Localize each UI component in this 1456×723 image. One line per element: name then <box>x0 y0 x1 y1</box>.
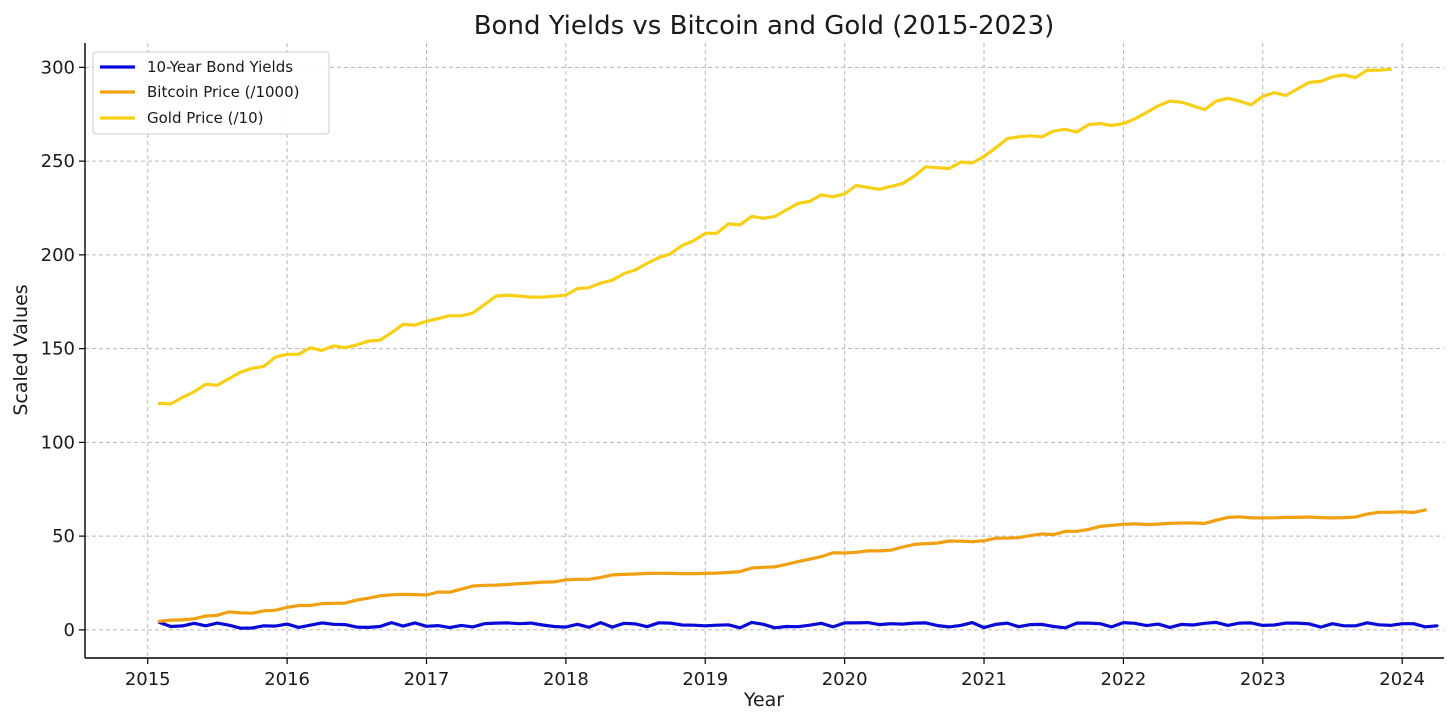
x-axis-ticks: 2015 2016 2017 2018 2019 2020 2021 2022 2023 2024 <box>125 658 1425 690</box>
x-tick-label: 2015 <box>125 669 171 690</box>
legend-label-bitcoin: Bitcoin Price (/1000) <box>147 83 300 101</box>
y-tick-label: 150 <box>41 339 75 360</box>
bond-yields-line <box>157 620 1439 630</box>
axes-spines <box>84 43 1444 659</box>
x-tick-label: 2017 <box>404 669 450 690</box>
y-tick-label: 100 <box>41 432 75 453</box>
y-tick-label: 0 <box>64 620 75 641</box>
legend-item-bitcoin: Bitcoin Price (/1000) <box>100 83 300 101</box>
gold-price-line <box>157 67 1393 406</box>
y-tick-label: 250 <box>41 151 75 172</box>
x-tick-label: 2018 <box>543 669 589 690</box>
x-tick-label: 2024 <box>1379 669 1425 690</box>
y-axis-label: Scaled Values <box>10 284 32 415</box>
y-axis-ticks: 0 50 100 150 200 250 300 <box>41 57 85 641</box>
x-axis-label: Year <box>743 689 784 711</box>
legend-label-gold: Gold Price (/10) <box>147 109 263 127</box>
x-tick-label: 2022 <box>1101 669 1147 690</box>
x-tick-label: 2023 <box>1240 669 1286 690</box>
x-tick-label: 2016 <box>264 669 310 690</box>
y-tick-label: 300 <box>41 57 75 78</box>
series-group <box>157 67 1439 630</box>
chart-title: Bond Yields vs Bitcoin and Gold (2015-20… <box>474 11 1055 41</box>
legend-item-bond-yields: 10-Year Bond Yields <box>100 58 293 76</box>
legend: 10-Year Bond Yields Bitcoin Price (/1000… <box>92 51 330 135</box>
legend-item-gold: Gold Price (/10) <box>100 109 263 127</box>
legend-frame <box>92 51 330 135</box>
bitcoin-price-line <box>157 508 1427 624</box>
x-tick-label: 2020 <box>822 669 868 690</box>
x-tick-label: 2021 <box>961 669 1007 690</box>
y-tick-label: 50 <box>52 526 75 547</box>
legend-label-bond-yields: 10-Year Bond Yields <box>147 58 293 76</box>
y-tick-label: 200 <box>41 245 75 266</box>
x-tick-label: 2019 <box>682 669 728 690</box>
